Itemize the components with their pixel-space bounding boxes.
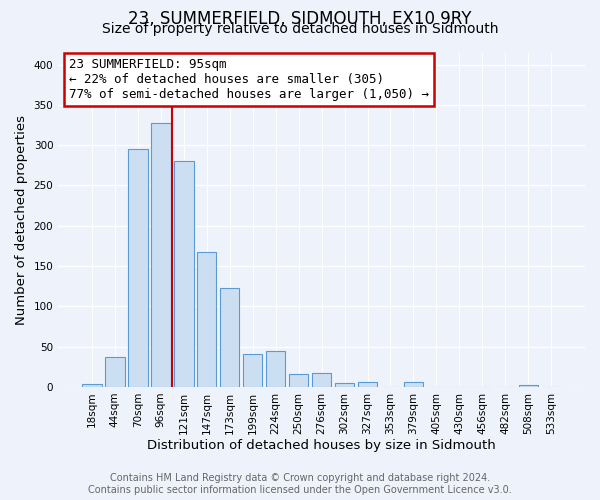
Text: Size of property relative to detached houses in Sidmouth: Size of property relative to detached ho… <box>102 22 498 36</box>
Bar <box>128 149 148 387</box>
Bar <box>243 354 262 387</box>
Bar <box>358 382 377 387</box>
Bar <box>518 386 538 387</box>
Text: 23 SUMMERFIELD: 95sqm
← 22% of detached houses are smaller (305)
77% of semi-det: 23 SUMMERFIELD: 95sqm ← 22% of detached … <box>69 58 429 100</box>
Bar <box>197 252 217 387</box>
Bar <box>266 350 286 387</box>
Text: 23, SUMMERFIELD, SIDMOUTH, EX10 9RY: 23, SUMMERFIELD, SIDMOUTH, EX10 9RY <box>128 10 472 28</box>
Bar <box>404 382 423 387</box>
Bar <box>312 374 331 387</box>
Bar <box>82 384 101 387</box>
Bar <box>220 288 239 387</box>
Bar <box>335 383 355 387</box>
Bar <box>105 357 125 387</box>
Bar <box>151 122 170 387</box>
Y-axis label: Number of detached properties: Number of detached properties <box>15 114 28 324</box>
X-axis label: Distribution of detached houses by size in Sidmouth: Distribution of detached houses by size … <box>147 440 496 452</box>
Bar <box>174 162 194 387</box>
Text: Contains HM Land Registry data © Crown copyright and database right 2024.
Contai: Contains HM Land Registry data © Crown c… <box>88 474 512 495</box>
Bar <box>289 374 308 387</box>
